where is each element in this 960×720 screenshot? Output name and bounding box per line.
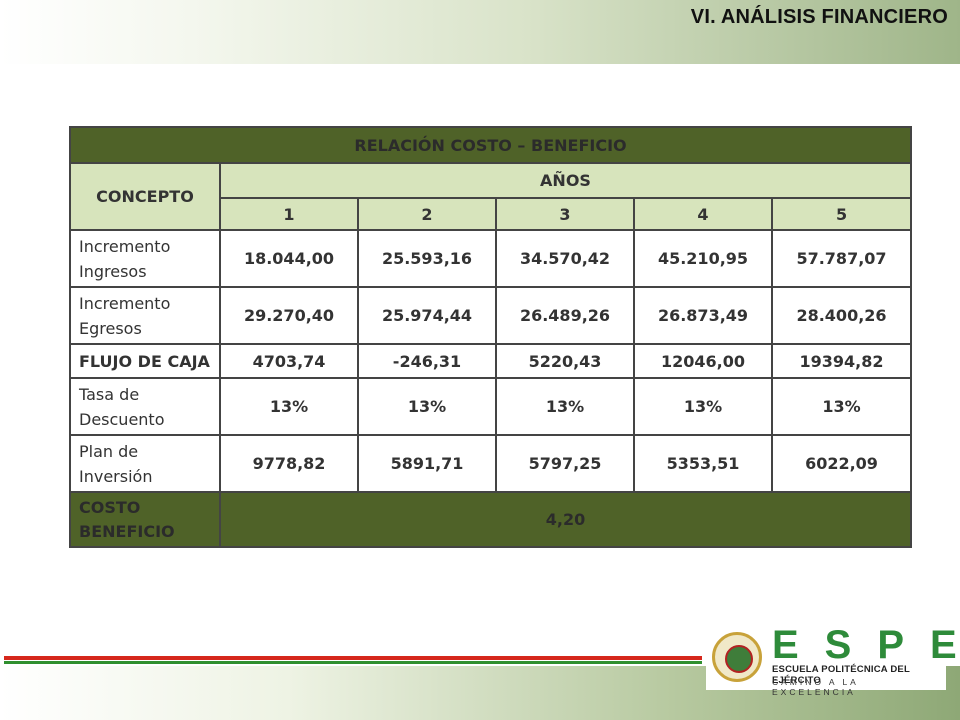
table-cell: 12046,00 <box>633 343 773 379</box>
row-label-incremento-egresos: Incremento Egresos <box>69 286 221 345</box>
year-5: 5 <box>770 197 913 231</box>
row-label-line: Incremento <box>79 236 171 256</box>
concept-header: CONCEPTO <box>69 162 221 231</box>
table-cell: 13% <box>357 377 497 436</box>
table-cell: 9778,82 <box>219 434 359 493</box>
costo-beneficio-row: COSTO BENEFICIO 4,20 <box>69 491 913 548</box>
table-row: Tasa de Descuento 13% 13% 13% 13% 13% <box>69 377 913 436</box>
row-label-line: Ingresos <box>79 261 147 281</box>
table-cell: 26.873,49 <box>633 286 773 345</box>
table-cell: 18.044,00 <box>219 229 359 288</box>
row-label-tasa-de-descuento: Tasa de Descuento <box>69 377 221 436</box>
table-row: Incremento Ingresos 18.044,00 25.593,16 … <box>69 229 913 288</box>
table-title: RELACIÓN COSTO – BENEFICIO <box>68 126 913 164</box>
table-cell: 13% <box>219 377 359 436</box>
seal-shield-icon <box>725 645 753 673</box>
years-header-row: CONCEPTO AÑOS <box>69 162 913 231</box>
table-title-row: RELACIÓN COSTO – BENEFICIO <box>68 126 913 164</box>
table-cell: 28.400,26 <box>770 286 913 345</box>
table-cell: 29.270,40 <box>219 286 359 345</box>
slide-title: VI. ANÁLISIS FINANCIERO <box>690 6 948 28</box>
table-cell: 5891,71 <box>357 434 497 493</box>
row-label-flujo-de-caja: FLUJO DE CAJA <box>69 343 221 379</box>
costo-beneficio-value: 4,20 <box>218 491 913 548</box>
row-label-line: Egresos <box>79 318 142 338</box>
cost-benefit-table: RELACIÓN COSTO – BENEFICIO CONCEPTO AÑOS… <box>68 126 913 548</box>
table-cell: 19394,82 <box>770 343 913 379</box>
row-label-line: Tasa de <box>79 384 140 404</box>
table-cell: 4703,74 <box>219 343 359 379</box>
row-label-line: Plan de <box>79 441 139 461</box>
row-label-incremento-ingresos: Incremento Ingresos <box>69 229 221 288</box>
costo-beneficio-label: COSTO BENEFICIO <box>69 491 221 548</box>
table-cell: 13% <box>633 377 773 436</box>
cost-benefit-table-container: RELACIÓN COSTO – BENEFICIO CONCEPTO AÑOS… <box>68 126 913 548</box>
year-2: 2 <box>357 197 497 231</box>
table-cell: 25.974,44 <box>357 286 497 345</box>
footer-green-stripe <box>4 661 702 664</box>
table-cell: 45.210,95 <box>633 229 773 288</box>
table-cell: 5353,51 <box>633 434 773 493</box>
table-cell: -246,31 <box>357 343 497 379</box>
table-cell: 13% <box>770 377 913 436</box>
year-1: 1 <box>219 197 359 231</box>
table-cell: 26.489,26 <box>495 286 635 345</box>
table-cell: 5220,43 <box>495 343 635 379</box>
row-label-line: Inversión <box>79 466 153 486</box>
brand-institution-name: ESCUELA POLITÉCNICA DEL EJÉRCITO <box>772 664 910 686</box>
table-cell: 57.787,07 <box>770 229 913 288</box>
header-band <box>0 0 960 64</box>
university-seal-icon <box>712 632 762 682</box>
year-numbers-row: 1 2 3 4 5 <box>70 197 913 231</box>
year-3: 3 <box>495 197 635 231</box>
table-cell: 13% <box>495 377 635 436</box>
year-4: 4 <box>633 197 773 231</box>
table-row: Incremento Egresos 29.270,40 25.974,44 2… <box>69 286 913 345</box>
row-label-line: Descuento <box>79 409 165 429</box>
footer-red-stripe <box>4 656 702 660</box>
table-cell: 34.570,42 <box>495 229 635 288</box>
table-row: Plan de Inversión 9778,82 5891,71 5797,2… <box>69 434 913 493</box>
years-header: AÑOS <box>218 162 913 199</box>
row-label-line: Incremento <box>79 293 171 313</box>
final-label-line: BENEFICIO <box>79 521 175 541</box>
table-cell: 6022,09 <box>770 434 913 493</box>
brand-tagline: CAMINO A LA EXCELENCIA <box>772 677 859 697</box>
row-label-plan-de-inversion: Plan de Inversión <box>69 434 221 493</box>
table-cell: 25.593,16 <box>357 229 497 288</box>
table-cell: 5797,25 <box>495 434 635 493</box>
final-label-line: COSTO <box>79 497 141 517</box>
table-row: FLUJO DE CAJA 4703,74 -246,31 5220,43 12… <box>69 343 913 379</box>
